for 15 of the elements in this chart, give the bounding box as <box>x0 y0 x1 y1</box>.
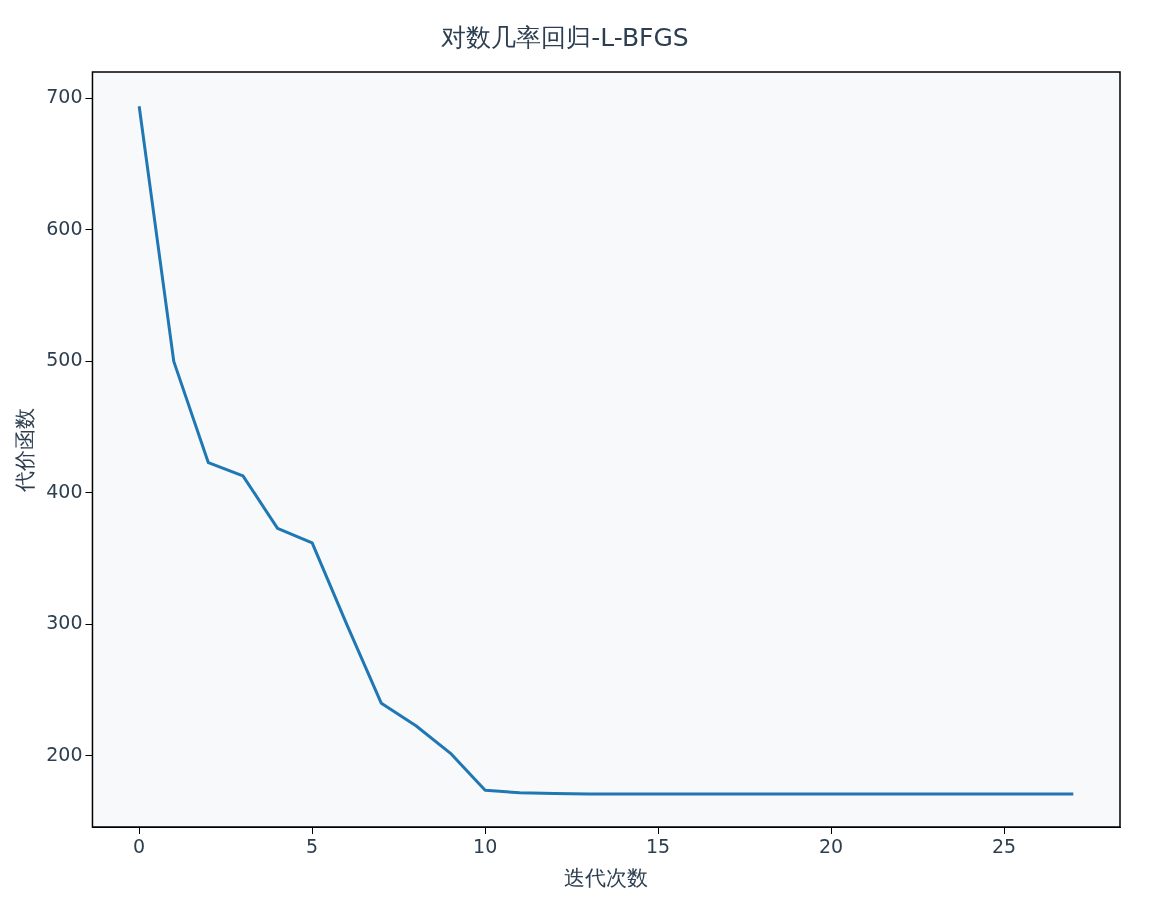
chart-title: 对数几率回归-L-BFGS <box>441 22 689 52</box>
x-tick-label: 25 <box>992 835 1017 858</box>
y-tick-label: 400 <box>46 479 83 502</box>
y-axis-title: 代价函数 <box>13 407 38 493</box>
x-tick-label: 0 <box>133 835 146 858</box>
y-tick-label: 300 <box>46 611 83 634</box>
x-tick-label: 20 <box>819 835 844 858</box>
x-tick-label: 10 <box>473 835 498 858</box>
y-tick-label: 700 <box>46 85 83 108</box>
x-axis-title: 迭代次数 <box>564 865 649 890</box>
x-tick-label: 15 <box>646 835 671 858</box>
y-tick-label: 200 <box>46 742 83 765</box>
x-tick-label: 5 <box>306 835 319 858</box>
y-tick-label: 500 <box>46 348 83 371</box>
y-tick-label: 600 <box>46 216 83 239</box>
